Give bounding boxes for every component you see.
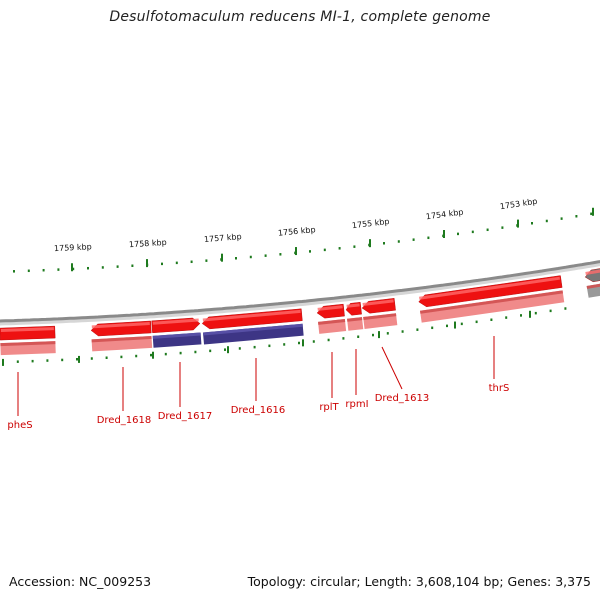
gene-band-edge	[318, 319, 346, 325]
gene-band	[202, 323, 304, 345]
gene-band-edge	[363, 313, 397, 321]
gene-band	[419, 290, 565, 323]
scale-label: 1757 kbp	[204, 232, 242, 244]
gene-feature	[201, 308, 304, 345]
gene-band-edge	[152, 332, 201, 339]
gene-label-dred_1617: Dred_1617	[158, 411, 213, 422]
scale-label: 1758 kbp	[129, 238, 167, 249]
map-title: Desulfotomaculum reducens MI-1, complete…	[109, 9, 491, 25]
genome-backbone	[0, 260, 600, 323]
gene-label-thrs: thrS	[489, 383, 510, 394]
gene-arrow-gloss	[585, 268, 600, 275]
outer-tick-ring	[13, 207, 594, 273]
gene-band-edge	[202, 323, 303, 336]
gene-label-dred_1618: Dred_1618	[97, 415, 152, 426]
accession-text: Accession: NC_009253	[9, 574, 152, 589]
gene-arrow-gloss	[91, 322, 150, 329]
gene-arrow-gloss	[202, 309, 301, 322]
gene-label-rplt: rplT	[319, 402, 339, 413]
gene-label-rpmi: rpmI	[345, 399, 368, 410]
gene-feature	[316, 303, 347, 334]
gene-label-dred_1613: Dred_1613	[375, 393, 430, 404]
gene-feature	[584, 266, 600, 298]
gene-feature	[418, 275, 565, 323]
gene-features	[0, 266, 600, 356]
gene-arrow-gloss	[419, 276, 561, 300]
gene-band-edge	[347, 317, 363, 322]
gene-labels: pheS Dred_1618 Dred_1617 Dred_1616 rplT rpmI D…	[7, 383, 509, 431]
gene-band-edge	[586, 281, 600, 289]
scale-label: 1756 kbp	[278, 225, 316, 238]
label-leaders	[17, 336, 495, 416]
backbone-shadow	[0, 261, 600, 326]
gene-arrow-gloss	[152, 318, 199, 325]
scale-label: 1759 kbp	[54, 242, 92, 253]
gene-arrow-gloss	[346, 303, 360, 308]
gene-feature	[90, 320, 153, 352]
scale-label: 1755 kbp	[351, 217, 389, 230]
gene-band-edge	[419, 290, 563, 314]
gene-feature	[0, 325, 56, 356]
gene-arrow-gloss	[0, 327, 54, 333]
gene-arrow-gloss	[362, 299, 394, 306]
gene-arrow	[584, 266, 600, 283]
label-leader	[381, 346, 403, 390]
scale-label: 1753 kbp	[499, 197, 538, 211]
gene-label-dred_1616: Dred_1616	[231, 405, 286, 416]
inner-tick-ring	[2, 307, 567, 366]
gene-arrow-gloss	[317, 305, 343, 311]
gene-feature	[345, 302, 364, 331]
gene-label-phes: pheS	[7, 420, 32, 431]
scale-labels: 1759 kbp 1758 kbp 1757 kbp 1756 kbp 1755 kbp…	[54, 197, 538, 253]
gene-feature	[361, 298, 398, 329]
gene-band-edge	[0, 341, 56, 347]
gene-feature	[151, 317, 202, 348]
scale-label: 1754 kbp	[425, 207, 464, 221]
genome-summary: Topology: circular; Length: 3,608,104 bp…	[247, 574, 591, 589]
gene-band-edge	[91, 335, 152, 343]
